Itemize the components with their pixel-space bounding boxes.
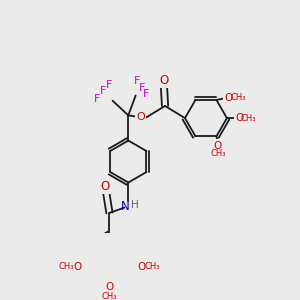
Text: F: F — [100, 86, 106, 96]
Text: O: O — [235, 113, 244, 123]
Text: N: N — [121, 200, 130, 213]
Text: O: O — [105, 282, 114, 292]
Text: F: F — [134, 76, 140, 86]
Text: CH₃: CH₃ — [145, 262, 160, 272]
Text: CH₃: CH₃ — [230, 93, 246, 102]
Text: O: O — [73, 262, 81, 272]
Text: H: H — [131, 200, 138, 210]
Text: CH₃: CH₃ — [241, 114, 256, 123]
Text: O: O — [136, 112, 145, 122]
Text: O: O — [159, 74, 169, 87]
Text: O: O — [100, 179, 110, 193]
Text: O: O — [225, 93, 233, 103]
Text: CH₃: CH₃ — [210, 149, 226, 158]
Text: O: O — [214, 141, 222, 151]
Text: F: F — [94, 94, 100, 104]
Text: F: F — [139, 83, 145, 93]
Text: F: F — [106, 80, 112, 90]
Text: CH₃: CH₃ — [59, 262, 74, 272]
Text: CH₃: CH₃ — [102, 292, 117, 300]
Text: F: F — [143, 89, 150, 99]
Text: O: O — [137, 262, 146, 272]
